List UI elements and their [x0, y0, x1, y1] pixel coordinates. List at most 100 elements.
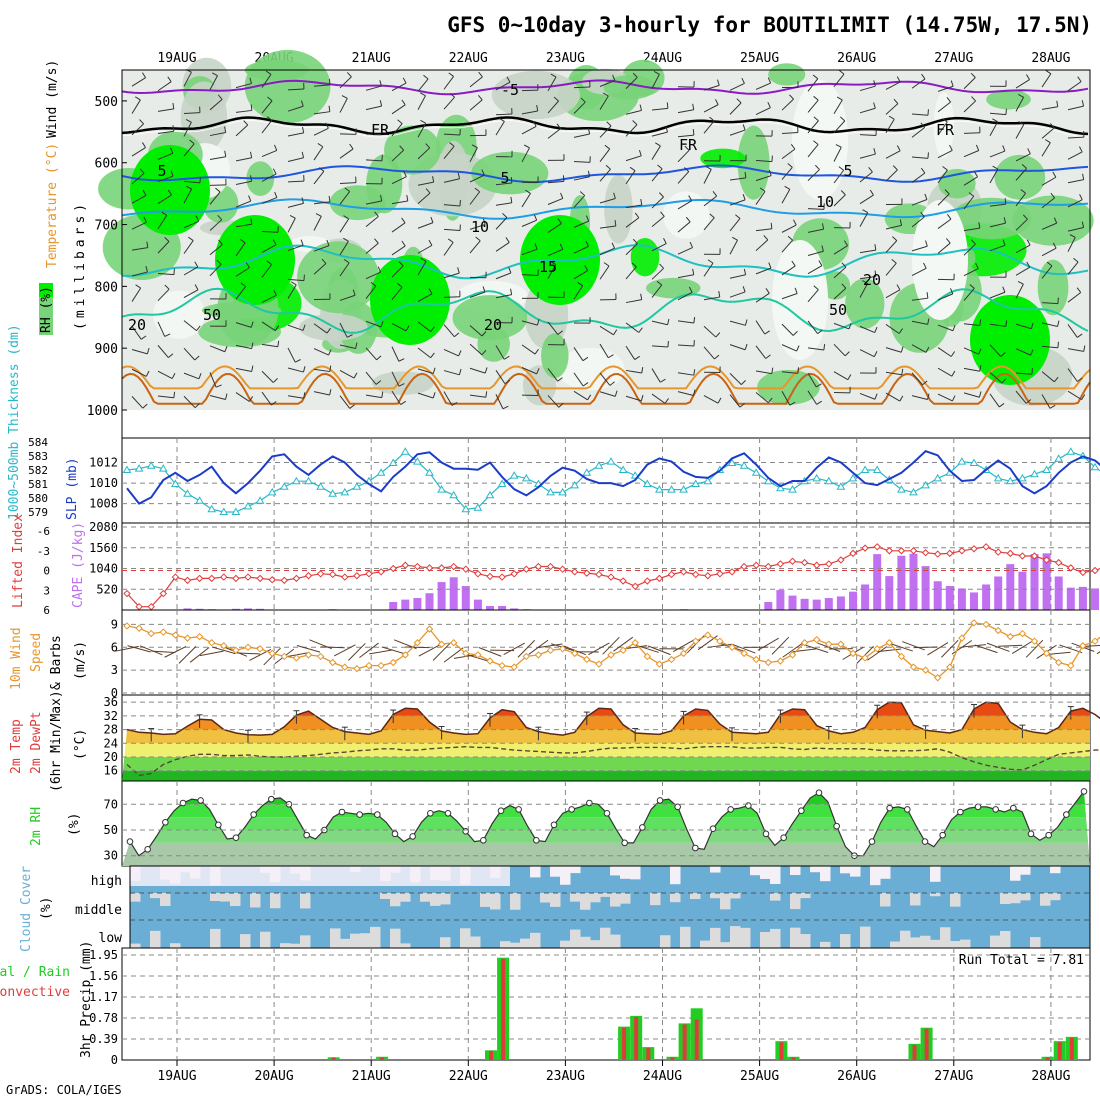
- barb-373: [807, 289, 819, 303]
- wind-barb-1: [127, 645, 151, 653]
- barb-12: [131, 368, 147, 377]
- precip-conv-bar-1: [380, 1057, 385, 1060]
- barb-511: [1067, 237, 1076, 252]
- cloud-low-gap-66: [790, 927, 801, 948]
- barb-60: [235, 180, 252, 186]
- barb-94: [287, 324, 304, 331]
- barb-flag-253: [602, 92, 609, 97]
- barb-21: [157, 241, 170, 254]
- cape-bar-22: [389, 602, 398, 610]
- barb-450: [963, 132, 981, 134]
- barb-304: [677, 320, 694, 324]
- barb-515: [1067, 348, 1084, 352]
- barb-flag-397: [869, 189, 874, 196]
- barb-flag-364: [812, 74, 819, 80]
- barb-flag-3: [141, 142, 146, 148]
- li-point-64: [897, 547, 906, 555]
- barb-189: [469, 240, 481, 254]
- cloud-high-gap-68: [810, 866, 821, 873]
- li-point-36: [558, 565, 567, 573]
- barb-flag-377: [816, 400, 822, 405]
- barb-flag-440: [947, 214, 952, 220]
- barb-251: [573, 390, 588, 401]
- wind-point-24: [413, 639, 422, 647]
- rh-patch-36: [491, 70, 580, 120]
- barb-flag-340: [768, 169, 772, 176]
- barb-flag-132: [374, 211, 379, 217]
- barb-flag-236: [557, 377, 563, 382]
- barb-flag-62: [250, 218, 253, 225]
- cloud-low-gap-33: [460, 928, 471, 948]
- rh-point-90: [921, 838, 929, 845]
- rh-dry-0: [772, 240, 828, 360]
- barb-0: [131, 77, 146, 87]
- wind-point-50: [728, 643, 736, 651]
- barb-flag-209: [502, 405, 509, 410]
- cloud-high-gap-74: [870, 866, 881, 886]
- barb-167: [417, 392, 434, 399]
- barb-flag-342: [770, 222, 773, 229]
- barb-272: [625, 217, 640, 228]
- barb-flag-336: [767, 77, 772, 84]
- barb-193: [469, 343, 483, 356]
- barb-432: [911, 372, 924, 386]
- barb-329: [729, 239, 738, 255]
- barb-flag-178: [454, 332, 460, 338]
- wind-point-13: [280, 652, 289, 661]
- cape-bar-68: [945, 586, 954, 610]
- barb-19: [157, 194, 172, 204]
- barb-302: [677, 274, 694, 279]
- barb-flag-344: [768, 262, 772, 269]
- barb-334: [729, 372, 742, 385]
- pressure-tick-0: 500: [95, 95, 118, 110]
- thick-tick-5: 584: [28, 436, 48, 449]
- barb-408: [885, 118, 895, 134]
- barb-69: [235, 392, 250, 402]
- barb-356: [781, 224, 797, 233]
- barb-387: [833, 287, 847, 300]
- cape-bar-60: [849, 591, 857, 610]
- barb-flag-284: [657, 164, 663, 170]
- barb-33: [183, 188, 193, 204]
- barb-flag-415: [896, 284, 901, 291]
- barb-217: [521, 248, 538, 256]
- barb-flag-167: [432, 392, 436, 399]
- cape-bar-32: [510, 608, 519, 610]
- barb-flag-289: [656, 280, 663, 286]
- cape-bar-62: [873, 554, 882, 610]
- barb-flag-380: [839, 116, 846, 122]
- barb-flag-270: [629, 166, 636, 172]
- li-point-70: [970, 545, 978, 553]
- rh-point-2: [144, 845, 151, 853]
- barb-flag-113: [341, 95, 348, 99]
- chart-title: GFS 0~10day 3-hourly for BOUTILIMIT (14.…: [447, 13, 1092, 37]
- barb-flag-487: [1030, 349, 1034, 356]
- temp-tick-2: 24: [104, 736, 118, 750]
- li-tick-3: 3: [43, 584, 50, 597]
- thick-point-55: [788, 485, 797, 493]
- barb-flag-317: [718, 291, 721, 298]
- barb-191: [469, 291, 486, 298]
- barb-134: [365, 271, 381, 280]
- rh-patch-75: [471, 151, 549, 195]
- wind-point-60: [849, 649, 857, 658]
- barb-423: [911, 156, 928, 159]
- precip-conv-bar-6: [646, 1048, 651, 1060]
- barb-474: [989, 372, 1003, 384]
- barb-479: [1015, 153, 1031, 162]
- rh-point-48: [550, 821, 558, 829]
- barb-flag-202: [502, 213, 508, 218]
- barb-427: [911, 245, 928, 252]
- cape-bar-25: [425, 593, 434, 610]
- barb-flag-455: [970, 239, 976, 245]
- barb-flag-172: [457, 172, 461, 179]
- barb-flag-141: [401, 99, 406, 106]
- barb-45: [209, 156, 226, 161]
- contour-25: [121, 365, 1091, 390]
- barb-100: [313, 127, 329, 136]
- barb-flag-310: [709, 116, 715, 122]
- contour-label-13: 50: [829, 301, 847, 319]
- barb-flag-205: [510, 288, 513, 295]
- barb-446: [937, 367, 953, 377]
